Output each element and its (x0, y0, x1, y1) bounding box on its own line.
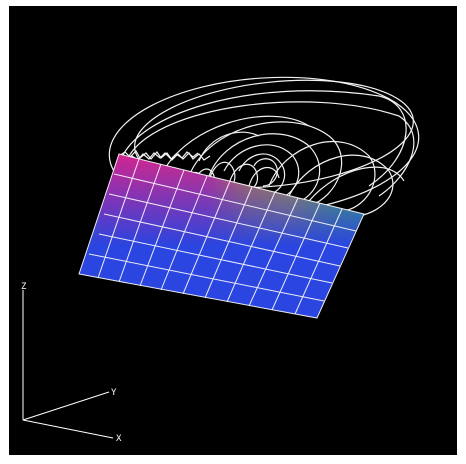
x-axis-line (22, 419, 114, 439)
3d-scene: Z Y X (21, 76, 420, 444)
render-viewport[interactable]: Z Y X (9, 6, 457, 455)
x-axis-label: X (116, 434, 122, 444)
xyz-axes-icon (22, 290, 114, 439)
streamlines (108, 76, 420, 222)
y-axis-label: Y (111, 388, 117, 398)
surface-mesh (78, 153, 365, 319)
z-axis-label: Z (21, 282, 27, 292)
y-axis-line (22, 391, 110, 421)
